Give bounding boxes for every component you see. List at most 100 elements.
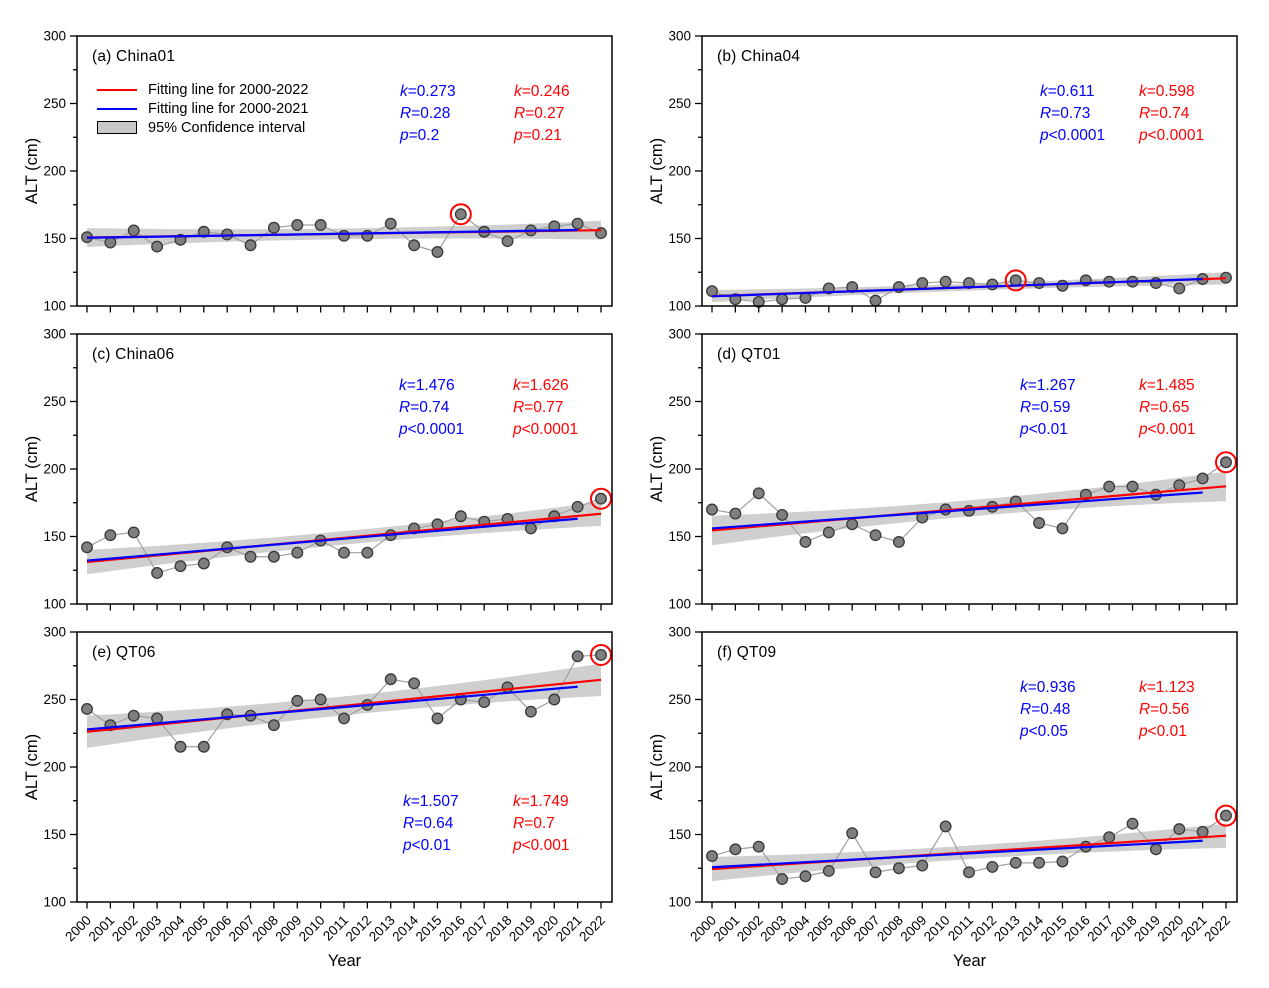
x-tick-label-2005: 2005 [179, 913, 211, 945]
x-tick-label-2001: 2001 [711, 913, 743, 945]
y-tick-label-150: 150 [43, 231, 66, 246]
data-point-2003 [776, 873, 789, 886]
stats-2000-2022: k=1.123 R=0.56 p<0.01 [1139, 677, 1195, 743]
stat-line: k=0.273 [400, 83, 456, 100]
data-point-2019 [524, 522, 537, 535]
stat-line: p<0.01 [403, 837, 451, 854]
red-line-swatch [97, 88, 137, 91]
data-point-2016 [454, 510, 467, 523]
data-point-2020 [548, 693, 561, 706]
stat-line: k=1.507 [403, 793, 459, 810]
x-axis-title-right: Year [952, 952, 987, 970]
data-point-2015 [1056, 522, 1069, 535]
data-point-2021 [571, 500, 584, 513]
data-point-2001 [104, 529, 117, 542]
panel-e-qt06: 100 150 200 250 300 2000 2001 2002 2003 2004 2005 2… [43, 625, 613, 944]
data-point-2005 [197, 225, 210, 238]
x-tick-label-2000: 2000 [687, 913, 719, 945]
y-axis-ticks: 100 150 200 250 300 [668, 625, 702, 910]
data-point-2010 [939, 275, 952, 288]
outlier-ring-2022 [590, 643, 612, 666]
data-point-2017 [478, 696, 491, 709]
data-point-2007 [869, 529, 882, 542]
data-point-2014 [1033, 277, 1046, 290]
data-point-2011 [963, 866, 975, 879]
data-point-2021 [571, 650, 584, 663]
x-tick-label-2005: 2005 [804, 913, 836, 945]
x-axis-ticks [86, 306, 602, 313]
x-tick-label-2012: 2012 [968, 913, 1000, 945]
stat-line: k=0.246 [514, 83, 570, 100]
panel-title-c: (c) China06 [92, 346, 175, 363]
plot-frame [76, 631, 613, 903]
y-tick-label-300: 300 [668, 327, 691, 342]
stat-line: p<0.0001 [399, 421, 465, 438]
y-tick-label-250: 250 [43, 96, 66, 111]
y-axis-title-d: ALT (cm) [648, 435, 666, 503]
stat-line: p<0.01 [1020, 421, 1068, 438]
fit-line-2000-2021 [711, 277, 1203, 298]
stat-line: k=0.598 [1139, 83, 1195, 100]
data-point-2015 [431, 712, 444, 725]
x-tick-label-2011: 2011 [945, 913, 976, 944]
x-tick-label-2014: 2014 [1014, 912, 1046, 944]
outlier-ring-2022 [1215, 451, 1237, 474]
panel-title-e: (e) QT06 [92, 644, 156, 661]
x-axis-ticks [711, 604, 1227, 611]
data-point-2022 [595, 649, 607, 661]
stats-2000-2021: k=0.936 R=0.48 p<0.05 [1020, 677, 1076, 743]
data-point-2001 [729, 843, 742, 856]
stat-line: k=1.476 [399, 377, 455, 394]
y-axis-ticks: 100 150 200 250 300 [668, 29, 702, 314]
x-tick-label-2003: 2003 [757, 913, 789, 945]
y-tick-label-250: 250 [668, 96, 691, 111]
stat-line: k=1.123 [1139, 679, 1195, 696]
legend-item-ci: 95% Confidence interval [97, 118, 308, 137]
data-point-2003 [776, 508, 789, 521]
data-point-2010 [314, 693, 327, 706]
data-point-2008 [267, 550, 280, 563]
data-point-2019 [524, 705, 537, 718]
data-point-2014 [1033, 856, 1046, 869]
stats-2000-2022: k=0.598 R=0.74 p<0.0001 [1139, 81, 1204, 147]
stat-line: R=0.74 [1139, 105, 1190, 122]
data-point-2014 [408, 677, 421, 690]
y-tick-label-100: 100 [43, 895, 66, 910]
fit-line-2000-2021 [711, 491, 1203, 530]
x-tick-label-2019: 2019 [1131, 913, 1163, 945]
legend-label: Fitting line for 2000-2022 [148, 81, 309, 98]
data-point-2006 [846, 827, 859, 840]
y-tick-label-100: 100 [43, 299, 66, 314]
x-tick-label-2002: 2002 [734, 913, 766, 945]
stat-line: R=0.65 [1139, 399, 1190, 416]
x-tick-label-2022: 2022 [576, 913, 608, 945]
data-point-2003 [151, 240, 164, 253]
data-point-2019 [1149, 843, 1162, 856]
stat-line: p<0.01 [1139, 723, 1187, 740]
data-point-2014 [408, 239, 421, 252]
x-tick-label-2017: 2017 [459, 913, 491, 945]
data-points [706, 809, 1232, 886]
stats-2000-2021: k=0.273 R=0.28 p=0.2 [400, 81, 456, 147]
y-axis-ticks: 100 150 200 250 300 [43, 29, 77, 314]
data-point-2015 [431, 246, 444, 258]
data-point-2009 [291, 219, 304, 231]
x-tick-label-2003: 2003 [132, 913, 164, 945]
data-point-2019 [1149, 277, 1162, 290]
data-point-2000 [706, 503, 718, 516]
data-point-2000 [81, 541, 93, 554]
stats-2000-2021: k=1.267 R=0.59 p<0.01 [1020, 375, 1076, 441]
data-point-2018 [1126, 480, 1139, 493]
outlier-ring-2022 [590, 487, 612, 510]
y-tick-label-300: 300 [668, 29, 691, 44]
data-point-2007 [244, 239, 257, 252]
data-point-2000 [81, 702, 93, 715]
y-tick-label-200: 200 [43, 164, 66, 179]
y-tick-label-100: 100 [43, 597, 66, 612]
y-tick-label-150: 150 [43, 529, 66, 544]
y-tick-label-150: 150 [668, 827, 691, 842]
data-point-2013 [384, 673, 397, 686]
y-tick-label-250: 250 [43, 394, 66, 409]
panel-title-d: (d) QT01 [717, 346, 781, 363]
